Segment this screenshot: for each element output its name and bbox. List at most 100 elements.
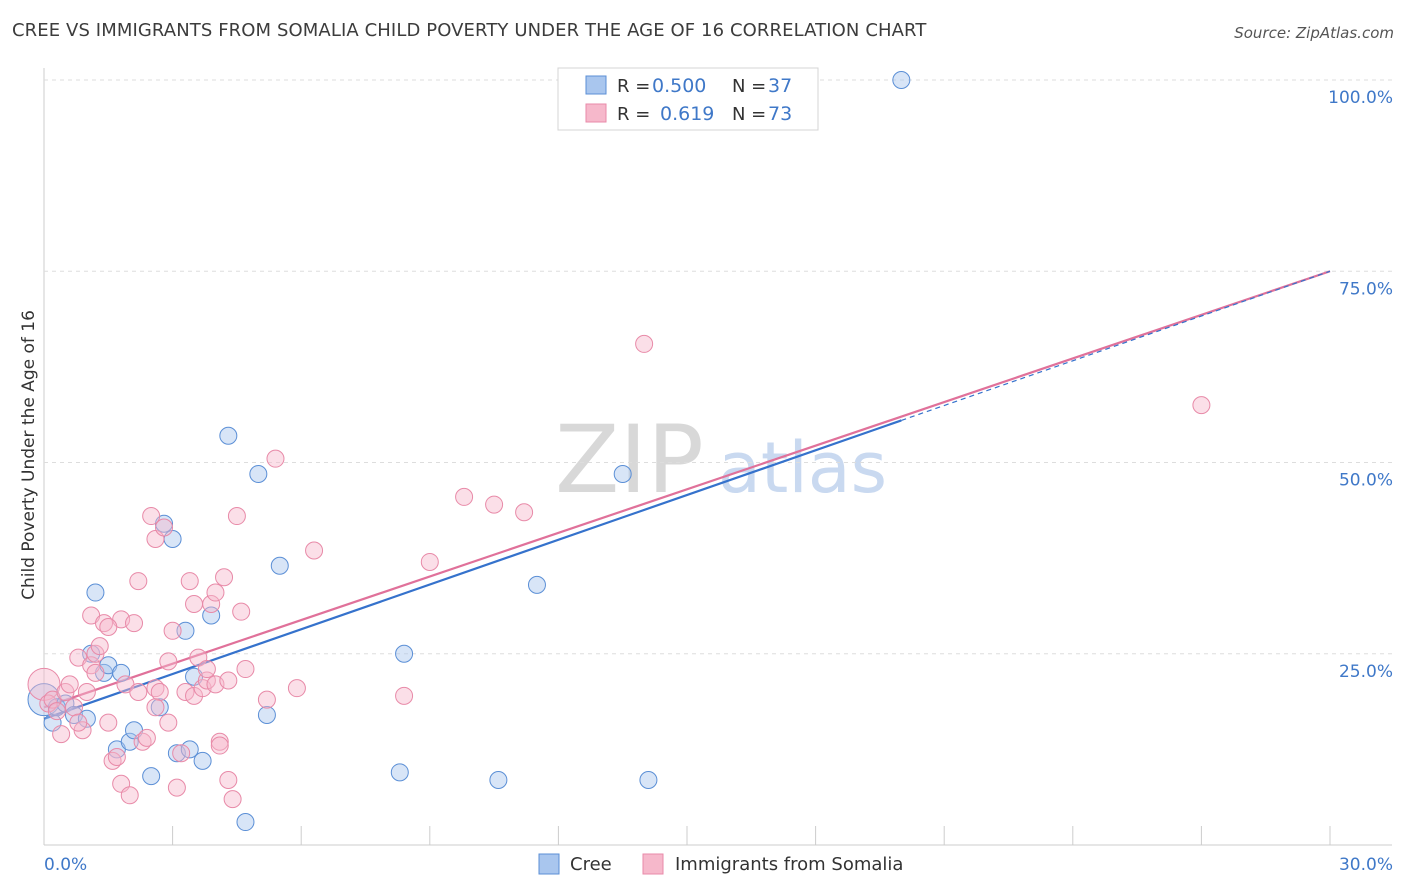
somalia-point [150, 683, 169, 701]
legend-swatch-somalia [585, 103, 607, 123]
cree-point [395, 644, 414, 663]
x-tick-label-max: 30.0% [1339, 855, 1393, 875]
watermark-atlas: atlas [718, 427, 887, 509]
somalia-point [137, 728, 156, 747]
somalia-point [107, 748, 126, 767]
bottom-legend-swatch-somalia [642, 853, 664, 875]
somalia-point [232, 602, 251, 621]
somalia-point [155, 518, 174, 537]
cree-point [180, 740, 199, 759]
cree-point [150, 698, 169, 717]
somalia-point [485, 495, 504, 514]
x-tick-label-min: 0.0% [44, 855, 87, 875]
trendline-cree [43, 419, 902, 720]
somalia-point [515, 503, 534, 522]
somalia-point [129, 572, 148, 591]
bottom-legend-label-cree: Cree [570, 854, 612, 875]
somalia-point [159, 713, 178, 732]
somalia-point [219, 770, 238, 789]
trendline-cree-extension [901, 270, 1331, 421]
somalia-point [420, 552, 439, 571]
somalia-point [635, 334, 654, 353]
somalia-point [223, 790, 242, 809]
cree-point [892, 71, 911, 89]
y-tick-label: 75.0% [1339, 279, 1393, 299]
legend-r-value-somalia: 0.619 [660, 103, 714, 125]
cree-point [639, 770, 658, 789]
cree-point [236, 813, 255, 832]
somalia-point [202, 595, 221, 614]
trendlines [43, 270, 1331, 720]
cree-point [112, 663, 131, 682]
cree-point [489, 770, 508, 789]
somalia-point [257, 690, 276, 709]
somalia-point [47, 702, 66, 721]
legend-n-label-cree: N = [732, 76, 766, 97]
trendline-somalia [43, 270, 1331, 709]
correlation-legend: R = 0.500 N = 37 R = 0.619 N = 73 [557, 67, 819, 131]
somalia-point [52, 725, 71, 744]
legend-n-value-somalia: 73 [768, 103, 792, 125]
cree-point [142, 767, 161, 786]
somalia-point [210, 732, 229, 751]
legend-n-label-somalia: N = [732, 104, 766, 125]
somalia-point [120, 786, 139, 805]
somalia-point [287, 679, 306, 698]
somalia-point [455, 487, 474, 506]
somalia-point [159, 652, 178, 671]
x-ticks [172, 826, 1331, 845]
y-tick-label: 50.0% [1339, 471, 1393, 491]
somalia-point [215, 568, 234, 587]
legend-n-value-cree: 37 [768, 75, 792, 97]
watermark-zip: ZIP [555, 406, 704, 515]
y-tick-labels: 25.0% 50.0% 75.0% 100.0% [1328, 88, 1393, 682]
legend-r-label-cree: R = [617, 76, 650, 97]
cree-point [219, 426, 238, 445]
cree-point [120, 732, 139, 751]
somalia-point [65, 698, 84, 717]
cree-point [193, 751, 212, 770]
somalia-point [219, 671, 238, 690]
somalia-point [176, 683, 195, 701]
somalia-point [185, 595, 204, 614]
legend-r-label-somalia: R = [617, 104, 650, 125]
somalia-point [129, 683, 148, 701]
somalia-point [266, 449, 285, 468]
bottom-legend-swatch-cree [538, 853, 560, 875]
somalia-point [60, 675, 79, 694]
somalia-point [210, 736, 229, 755]
y-axis-label: Child Poverty Under the Age of 16 [19, 310, 39, 600]
y-tick-label: 100.0% [1328, 88, 1393, 108]
somalia-point [167, 778, 186, 797]
somalia-point [163, 621, 182, 640]
somalia-point [1192, 396, 1211, 415]
gridlines [44, 79, 1392, 655]
cree-point [86, 583, 105, 602]
somalia-point [172, 744, 191, 763]
somalia-point [142, 507, 161, 526]
somalia-point [146, 698, 165, 717]
somalia-point [197, 660, 216, 679]
cree-point [249, 464, 268, 483]
somalia-point [236, 660, 255, 679]
legend-swatch-cree [585, 75, 607, 95]
somalia-point [77, 683, 96, 701]
legend-r-value-cree: 0.500 [652, 75, 706, 97]
data-points [27, 71, 1211, 832]
somalia-point [305, 541, 324, 560]
series-legend: Cree Immigrants from Somalia [538, 853, 903, 875]
somalia-point [90, 637, 109, 656]
cree-point [257, 705, 276, 724]
somalia-point [125, 614, 144, 633]
somalia-point [395, 686, 414, 705]
somalia-point [206, 583, 225, 602]
somalia-point [227, 507, 246, 526]
cree-point [77, 709, 96, 728]
bottom-legend-label-somalia: Immigrants from Somalia [675, 854, 903, 875]
chart-title: CREE VS IMMIGRANTS FROM SOMALIA CHILD PO… [12, 20, 927, 41]
source-label: Source: ZipAtlas.com [1234, 24, 1394, 42]
somalia-point [180, 572, 199, 591]
cree-point [176, 621, 195, 640]
cree-point [613, 464, 632, 483]
